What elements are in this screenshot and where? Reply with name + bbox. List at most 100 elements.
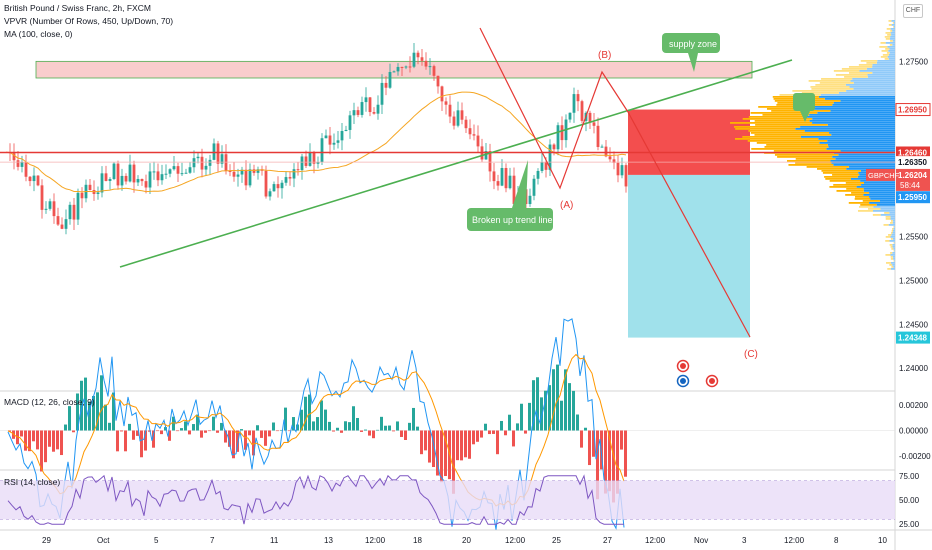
vp-bar-down [833, 184, 862, 186]
countdown-label: 58:44 [900, 181, 921, 190]
macd-histogram-bar [476, 430, 479, 442]
vp-bar-up [864, 182, 895, 184]
macd-histogram-bar [352, 406, 355, 431]
candle-body [464, 119, 468, 129]
vp-bar-down [886, 52, 890, 54]
time-tick: 18 [413, 536, 422, 545]
vp-bar-up [892, 264, 895, 266]
candle-body [408, 66, 412, 68]
candle-body [372, 112, 376, 114]
supply-zone-label: supply zone [669, 39, 717, 49]
vp-bar-down [890, 252, 893, 254]
candle-body [344, 129, 348, 132]
candle-body [620, 165, 624, 176]
vp-bar-down [756, 142, 820, 144]
candle-body [308, 152, 312, 166]
vp-bar-down [885, 240, 890, 242]
macd-histogram-bar [452, 430, 455, 494]
macd-histogram-bar [328, 421, 331, 431]
vp-bar-down [893, 242, 895, 244]
macd-histogram-bar [396, 421, 399, 431]
vp-bar-up [887, 56, 895, 58]
macd-legend: MACD (12, 26, close, 9) [4, 397, 95, 407]
macd-histogram-bar [300, 409, 303, 431]
candle-body [612, 159, 616, 163]
candle-body [424, 60, 428, 67]
vp-bar-down [891, 248, 894, 250]
macd-histogram-bar [572, 390, 575, 431]
vp-bar-up [889, 212, 895, 214]
vp-bar-down [734, 126, 801, 128]
vp-bar-up [863, 190, 895, 192]
currency-label[interactable]: CHF [903, 4, 923, 18]
macd-histogram-bar [424, 430, 427, 451]
macd-histogram-bar [280, 429, 283, 431]
vp-bar-down [886, 28, 891, 30]
macd-histogram-bar [60, 430, 63, 456]
candle-body [128, 164, 132, 182]
price-label-blue: 1.25950 [898, 193, 927, 202]
macd-histogram-bar [40, 430, 43, 472]
macd-histogram-bar [340, 430, 343, 433]
candle-body [28, 176, 32, 182]
vp-bar-down [891, 220, 893, 222]
candle-body [588, 112, 592, 123]
macd-histogram-bar [564, 369, 567, 431]
candle-body [140, 178, 144, 182]
vp-bar-down [845, 194, 864, 196]
macd-histogram-bar [176, 430, 179, 432]
price-tick: 1.27500 [899, 57, 928, 66]
vp-bar-down [747, 140, 828, 142]
vp-bar-up [824, 98, 895, 100]
vp-bar-up [894, 226, 895, 228]
candle-body [536, 170, 540, 179]
vp-bar-up [893, 26, 895, 28]
candle-body [252, 169, 256, 173]
macd-histogram-bar [64, 424, 67, 431]
vp-bar-up [840, 150, 895, 152]
macd-histogram-bar [520, 403, 523, 431]
macd-histogram-bar [304, 396, 307, 431]
vp-bar-up [892, 30, 895, 32]
candle-body [60, 224, 64, 229]
vp-bar-down [808, 80, 851, 82]
candle-body [112, 163, 116, 180]
vp-bar-up [853, 82, 895, 84]
candle-body [532, 178, 536, 196]
macd-histogram-bar [180, 428, 183, 431]
candle-body [440, 86, 444, 102]
candle-body [376, 104, 380, 114]
price-label-level-bg [896, 146, 930, 159]
vp-bar-down [824, 176, 858, 178]
macd-histogram-bar [436, 430, 439, 476]
candle-body [596, 125, 600, 148]
vp-bar-up [891, 24, 895, 26]
vp-bar-down [855, 196, 870, 198]
vp-bar-down [890, 246, 893, 248]
vp-bar-up [891, 20, 895, 22]
macd-tick: 0.00200 [899, 401, 928, 410]
candle-body [104, 173, 108, 181]
vp-bar-up [888, 54, 895, 56]
vp-bar-down [887, 268, 891, 270]
macd-histogram-bar [588, 430, 591, 466]
vp-bar-up [893, 228, 895, 230]
vp-bar-down [891, 232, 893, 234]
macd-histogram-bar [132, 430, 135, 440]
vp-bar-down [891, 266, 894, 268]
candle-body [172, 166, 176, 170]
vp-bar-up [838, 92, 895, 94]
candle-body [224, 154, 228, 172]
macd-histogram-bar [76, 393, 79, 431]
time-tick: 20 [462, 536, 471, 545]
vp-bar-up [831, 162, 895, 164]
macd-histogram-bar [624, 430, 627, 477]
vp-bar-up [889, 38, 895, 40]
vp-bar-down [860, 60, 878, 62]
vp-bar-up [848, 166, 895, 168]
vp-bar-up [890, 32, 895, 34]
vp-bar-down [846, 188, 864, 190]
macd-histogram-bar [460, 430, 463, 461]
ma-legend: MA (100, close, 0) [4, 29, 73, 39]
